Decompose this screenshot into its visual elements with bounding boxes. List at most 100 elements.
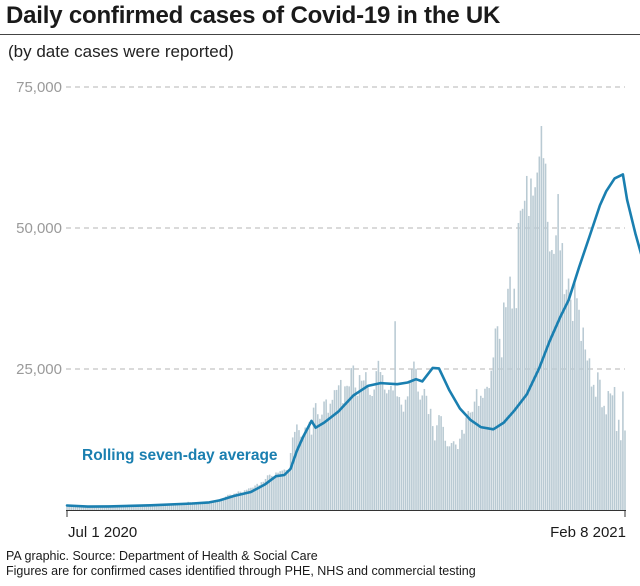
- daily-case-bar: [95, 506, 98, 510]
- daily-case-bar: [216, 500, 219, 510]
- daily-case-bar: [210, 501, 212, 510]
- daily-case-bar: [300, 436, 302, 510]
- daily-case-bar: [569, 299, 572, 510]
- daily-case-bar: [519, 210, 522, 511]
- title-divider: [0, 34, 640, 35]
- daily-case-bar: [553, 253, 555, 510]
- daily-case-bar: [509, 276, 511, 510]
- daily-case-bar: [273, 477, 275, 510]
- daily-case-bar: [500, 357, 503, 510]
- daily-case-bar: [530, 178, 532, 510]
- daily-case-bar: [365, 372, 367, 510]
- daily-case-bar: [496, 326, 499, 510]
- daily-case-bar: [101, 506, 104, 510]
- daily-case-bar: [116, 505, 118, 510]
- daily-case-bar: [327, 412, 330, 510]
- chart-subtitle: (by date cases were reported): [8, 42, 234, 61]
- daily-case-bar: [475, 389, 478, 510]
- daily-case-bar: [296, 424, 298, 510]
- daily-case-bar: [404, 399, 407, 510]
- daily-case-bar: [546, 221, 549, 510]
- daily-case-bar: [310, 434, 313, 510]
- daily-case-bar: [302, 437, 304, 510]
- daily-case-bar: [615, 431, 618, 510]
- daily-case-bar: [80, 506, 83, 510]
- daily-case-bar: [400, 404, 403, 510]
- daily-case-bar: [461, 429, 463, 510]
- daily-case-bar: [308, 421, 311, 510]
- daily-case-bar: [567, 278, 570, 510]
- daily-case-bar: [396, 396, 398, 510]
- daily-case-bar: [252, 487, 254, 510]
- daily-case-bar: [373, 389, 375, 510]
- daily-case-bar: [471, 411, 474, 510]
- daily-case-bar: [594, 396, 597, 510]
- daily-case-bar: [264, 478, 267, 510]
- daily-case-bar: [448, 446, 451, 510]
- daily-case-bar: [425, 395, 428, 510]
- average-line-annotation: Rolling seven-day average: [82, 447, 278, 464]
- daily-case-bar: [480, 395, 482, 510]
- daily-case-bar: [241, 492, 244, 510]
- daily-case-bar: [114, 505, 116, 510]
- daily-case-bar: [239, 491, 242, 510]
- daily-case-bar: [352, 365, 355, 510]
- daily-case-bar: [149, 504, 152, 510]
- daily-case-bar: [225, 496, 227, 510]
- daily-case-bar: [484, 388, 486, 510]
- daily-case-bar: [578, 309, 580, 510]
- daily-case-bar: [408, 380, 411, 510]
- daily-case-bar: [245, 489, 248, 510]
- daily-case-bar: [179, 503, 181, 510]
- daily-case-bar: [571, 320, 574, 510]
- daily-case-bar: [488, 388, 490, 510]
- daily-case-bar: [181, 503, 183, 510]
- daily-case-bar: [202, 502, 204, 510]
- daily-case-bar: [592, 384, 595, 510]
- daily-case-bar: [521, 208, 524, 510]
- daily-case-bar: [369, 394, 371, 510]
- daily-case-bar: [419, 399, 421, 510]
- daily-case-bar: [383, 389, 386, 510]
- daily-case-bar: [505, 307, 507, 510]
- daily-case-bar: [204, 502, 206, 510]
- daily-case-bar: [214, 501, 217, 510]
- daily-case-bar: [534, 187, 536, 511]
- daily-case-bar: [454, 444, 457, 510]
- daily-case-bar: [342, 403, 344, 510]
- daily-case-bar: [206, 502, 208, 510]
- daily-case-bar: [548, 251, 551, 510]
- daily-case-bar: [503, 302, 505, 510]
- daily-case-bar: [582, 327, 584, 510]
- daily-case-bar: [346, 385, 348, 510]
- daily-case-bar: [176, 503, 179, 510]
- daily-case-bar: [544, 163, 547, 511]
- daily-case-bar: [469, 412, 472, 510]
- daily-case-bar: [118, 506, 121, 510]
- daily-case-bar: [431, 426, 434, 510]
- daily-case-bar: [275, 472, 277, 510]
- source-note: PA graphic. Source: Department of Health…: [6, 549, 318, 563]
- daily-case-bar: [70, 506, 72, 510]
- daily-case-bar: [128, 505, 131, 510]
- daily-case-bar: [283, 469, 286, 510]
- daily-case-bar: [599, 379, 601, 510]
- daily-case-bar: [411, 369, 413, 510]
- daily-case-bar: [427, 414, 430, 510]
- daily-case-bar: [385, 393, 388, 510]
- daily-case-bar: [156, 504, 158, 510]
- daily-case-bar: [108, 505, 110, 510]
- daily-case-bar: [268, 474, 271, 510]
- daily-case-bar: [477, 405, 480, 510]
- daily-case-bar: [172, 504, 175, 510]
- daily-case-bar: [74, 506, 77, 510]
- daily-case-bar: [584, 349, 587, 510]
- y-tick-label: 25,000: [16, 361, 62, 378]
- daily-case-bar: [605, 414, 607, 510]
- daily-case-bar: [89, 506, 91, 510]
- daily-case-bar: [574, 283, 576, 510]
- daily-case-bar: [135, 505, 137, 510]
- daily-case-bar: [507, 288, 509, 510]
- daily-case-bar: [208, 501, 210, 510]
